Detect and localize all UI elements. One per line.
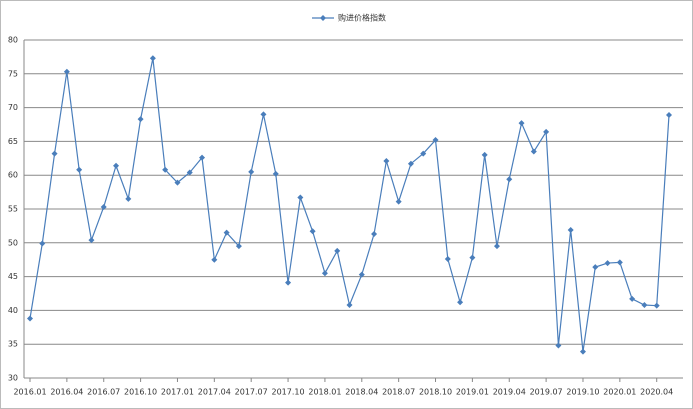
data-point [149, 55, 156, 62]
data-point [604, 260, 611, 267]
data-point [51, 150, 58, 157]
data-point [457, 299, 464, 306]
data-point [543, 128, 550, 135]
data-point [137, 116, 144, 123]
data-point [162, 166, 169, 173]
data-point [395, 198, 402, 205]
data-point [567, 226, 574, 233]
data-point [383, 158, 390, 165]
data-point [432, 137, 439, 144]
x-tick-label: 2016.07 [87, 388, 120, 397]
data-point [444, 256, 451, 263]
x-tick-label: 2019.07 [530, 388, 563, 397]
data-point [555, 342, 562, 349]
data-point [235, 243, 242, 250]
data-point [174, 179, 181, 186]
x-tick-label: 2019.04 [493, 388, 526, 397]
y-tick-label: 35 [8, 340, 18, 349]
data-point [579, 348, 586, 355]
x-tick-label: 2016.04 [50, 388, 83, 397]
data-point [27, 315, 33, 322]
data-point [481, 151, 488, 158]
data-point [469, 254, 476, 261]
data-point [506, 176, 513, 183]
data-point [125, 195, 132, 202]
data-point [653, 302, 660, 309]
y-tick-label: 75 [8, 69, 18, 78]
data-point [493, 243, 500, 250]
data-point [346, 301, 353, 308]
x-tick-label: 2018.07 [382, 388, 415, 397]
y-tick-label: 30 [8, 374, 18, 383]
data-point [272, 170, 279, 177]
y-tick-label: 50 [8, 238, 18, 247]
data-point [616, 259, 623, 266]
data-point [420, 150, 427, 157]
x-tick-label: 2016.01 [13, 388, 46, 397]
legend-marker [320, 15, 326, 21]
data-point [358, 271, 365, 278]
data-point [248, 168, 255, 175]
y-tick-label: 80 [8, 36, 18, 45]
data-point [309, 228, 316, 235]
data-point [260, 111, 267, 118]
data-point [113, 162, 120, 169]
data-point [666, 112, 672, 119]
x-tick-label: 2016.10 [124, 388, 157, 397]
y-tick-label: 60 [8, 171, 18, 180]
x-tick-label: 2017.07 [235, 388, 268, 397]
x-tick-label: 2019.10 [566, 388, 599, 397]
data-point [39, 240, 46, 247]
data-point [334, 247, 341, 254]
data-point [641, 301, 648, 308]
x-tick-label: 2019.01 [456, 388, 489, 397]
x-tick-label: 2020.04 [640, 388, 673, 397]
x-tick-label: 2018.10 [419, 388, 452, 397]
data-point [297, 194, 304, 201]
y-tick-label: 55 [8, 205, 18, 214]
data-point [407, 160, 414, 167]
x-tick-label: 2017.04 [198, 388, 231, 397]
y-tick-label: 40 [8, 306, 18, 315]
legend-label: 购进价格指数 [338, 13, 386, 23]
y-tick-label: 65 [8, 137, 18, 146]
data-point [371, 231, 378, 238]
data-point [592, 264, 599, 271]
x-tick-label: 2018.01 [308, 388, 341, 397]
data-point [186, 169, 193, 176]
data-point [530, 148, 537, 155]
data-point [76, 166, 83, 173]
y-tick-label: 70 [8, 103, 18, 112]
x-tick-label: 2020.01 [603, 388, 636, 397]
data-point [88, 237, 95, 244]
data-point [63, 68, 70, 75]
data-point [211, 256, 218, 263]
data-point [285, 279, 292, 286]
data-point [321, 270, 328, 277]
data-point [629, 295, 636, 302]
data-point [518, 120, 525, 127]
y-tick-label: 45 [8, 272, 18, 281]
data-point [223, 229, 230, 236]
x-tick-label: 2018.04 [345, 388, 378, 397]
data-point [100, 203, 107, 210]
x-tick-label: 2017.10 [272, 388, 305, 397]
x-tick-label: 2017.01 [161, 388, 194, 397]
data-point [199, 154, 206, 161]
